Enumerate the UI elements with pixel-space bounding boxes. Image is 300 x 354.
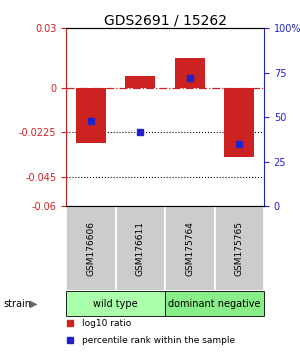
Bar: [214, 206, 264, 291]
Bar: [175, 58, 205, 88]
Bar: [125, 76, 155, 88]
Bar: [66, 206, 116, 291]
Text: GSM176611: GSM176611: [136, 221, 145, 276]
Text: strain: strain: [3, 298, 31, 309]
Text: GSM175764: GSM175764: [185, 221, 194, 276]
Text: log10 ratio: log10 ratio: [82, 319, 131, 328]
Text: wild type: wild type: [93, 298, 138, 309]
Bar: [224, 88, 254, 157]
Bar: [165, 206, 214, 291]
Text: percentile rank within the sample: percentile rank within the sample: [82, 336, 235, 345]
Text: ▶: ▶: [30, 298, 38, 309]
Bar: [116, 206, 165, 291]
Text: GSM176606: GSM176606: [86, 221, 95, 276]
Bar: [76, 88, 106, 143]
Bar: [165, 291, 264, 316]
Text: GSM175765: GSM175765: [235, 221, 244, 276]
Title: GDS2691 / 15262: GDS2691 / 15262: [103, 13, 226, 27]
Text: dominant negative: dominant negative: [168, 298, 261, 309]
Bar: [66, 291, 165, 316]
